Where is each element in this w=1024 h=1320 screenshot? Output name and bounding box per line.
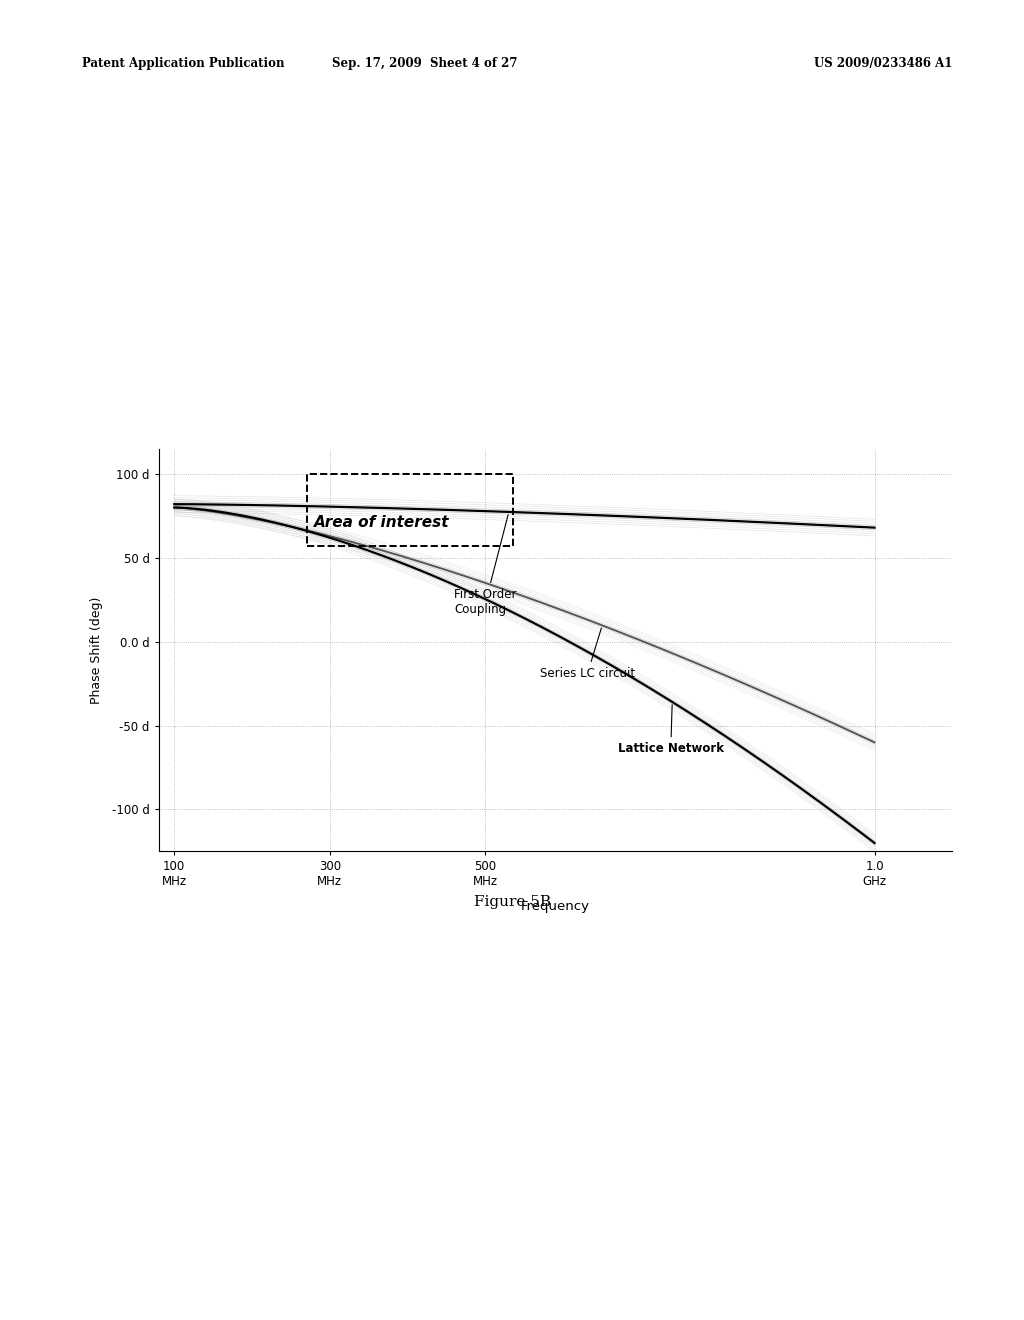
Text: Lattice Network: Lattice Network (617, 705, 724, 755)
Text: Figure 5B: Figure 5B (473, 895, 551, 909)
Y-axis label: Phase Shift (deg): Phase Shift (deg) (90, 597, 103, 704)
Text: Series LC circuit: Series LC circuit (540, 628, 635, 680)
X-axis label: Frequency: Frequency (521, 899, 590, 912)
Text: Patent Application Publication: Patent Application Publication (82, 57, 285, 70)
Text: Sep. 17, 2009  Sheet 4 of 27: Sep. 17, 2009 Sheet 4 of 27 (332, 57, 518, 70)
Bar (306, 474, 513, 546)
Text: Area of interest: Area of interest (314, 515, 450, 531)
Text: US 2009/0233486 A1: US 2009/0233486 A1 (814, 57, 952, 70)
Text: First Order
Coupling: First Order Coupling (455, 515, 517, 616)
